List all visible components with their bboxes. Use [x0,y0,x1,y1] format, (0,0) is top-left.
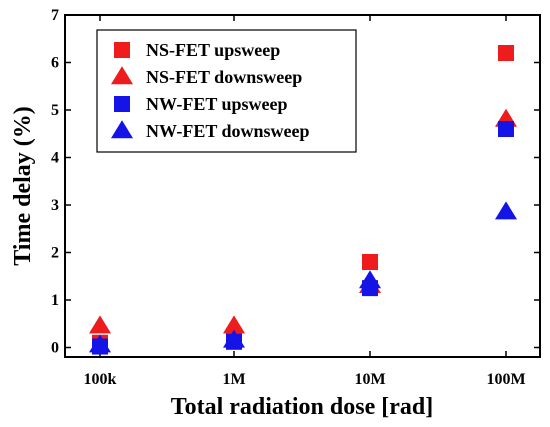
legend-marker-nw-fet-downsweep [111,120,133,139]
x-axis-title: Total radiation dose [rad] [171,394,433,420]
y-tick-label: 1 [51,292,59,309]
legend-label-nw-fet-upsweep: NW-FET upsweep [146,94,288,114]
legend-label-nw-fet-downsweep: NW-FET downsweep [146,121,310,141]
y-tick-label: 5 [51,102,59,119]
ns-fet-downsweep-point [223,315,245,334]
ns-fet-upsweep-point [362,254,378,270]
y-tick-label: 7 [51,7,59,24]
legend-marker-ns-fet-upsweep [114,42,130,58]
y-axis-title: Time delay (%) [10,106,36,266]
legend: NS-FET upsweep NS-FET downsweep NW-FET ups… [96,29,357,153]
ns-fet-upsweep-point [498,45,514,61]
y-tick-label: 2 [51,245,59,262]
ns-fet-downsweep-point [89,315,111,334]
y-tick-label: 6 [51,55,59,72]
nw-fet-downsweep-point [223,329,245,348]
nw-fet-downsweep-point [495,201,517,220]
y-tick-label: 0 [51,340,59,357]
legend-label-ns-fet-upsweep: NS-FET upsweep [146,40,280,60]
legend-box [96,29,357,153]
x-tick-label: 10M [354,371,385,388]
plot-frame [64,14,541,358]
x-axis-ticks: 100k 1M 10M 100M [84,15,526,388]
nw-fet-downsweep-point [89,334,111,353]
y-tick-label: 4 [51,150,59,167]
legend-label-ns-fet-downsweep: NS-FET downsweep [146,67,302,87]
x-tick-label: 100M [486,371,525,388]
x-tick-label: 100k [84,371,117,388]
data-points [89,45,517,355]
legend-marker-ns-fet-downsweep [111,66,133,85]
y-axis-ticks: 0 1 2 3 4 5 6 7 [51,7,540,357]
nw-fet-downsweep-point [359,270,381,289]
nw-fet-upsweep-point [498,121,514,137]
x-tick-label: 1M [222,371,245,388]
y-tick-label: 3 [51,197,59,214]
legend-marker-nw-fet-upsweep [114,96,130,112]
